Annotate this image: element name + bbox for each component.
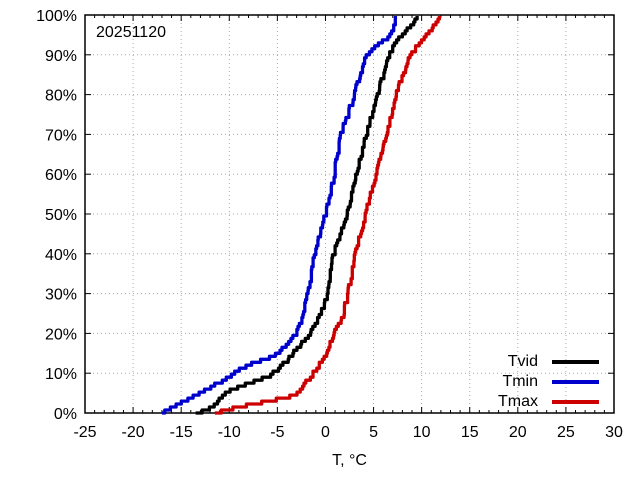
tick-label: 5 [369,424,378,441]
x-axis-title: T, °C [332,452,367,469]
tick-label: 10 [413,424,431,441]
series-tmin [161,16,398,415]
tick-label: 10% [45,366,77,383]
tick-label: -10 [218,424,241,441]
tick-label: 70% [45,127,77,144]
tick-label: -20 [122,424,145,441]
tick-label: 90% [45,48,77,65]
tick-label: 30 [605,424,623,441]
legend-label-tmax: Tmax [498,393,538,410]
tick-label: 100% [36,8,77,25]
tick-label: 30% [45,287,77,304]
tick-label: 50% [45,207,77,224]
tick-label: 25 [557,424,575,441]
tick-label: 15 [461,424,479,441]
legend-line-tvid [552,360,599,364]
tick-label: 0 [321,424,330,441]
tick-label: -25 [73,424,96,441]
series-tmax [214,16,442,415]
legend-item-tmin: Tmin [450,372,599,392]
legend-item-tmax: Tmax [450,392,599,412]
date-annotation: 20251120 [96,24,166,41]
tick-label: 20% [45,326,77,343]
tick-label: 40% [45,247,77,264]
tick-label: 60% [45,167,77,184]
series-tvid [195,16,419,415]
tick-label: -5 [270,424,284,441]
tick-label: 0% [54,406,77,423]
legend-item-tvid: Tvid [450,352,599,372]
tick-label: -15 [170,424,193,441]
legend-label-tvid: Tvid [507,353,538,370]
legend-line-tmax [552,400,599,404]
tick-label: 20 [509,424,527,441]
legend: Tvid Tmin Tmax [450,352,599,412]
legend-label-tmin: Tmin [502,373,538,390]
tick-label: 80% [45,88,77,105]
legend-line-tmin [552,380,599,384]
